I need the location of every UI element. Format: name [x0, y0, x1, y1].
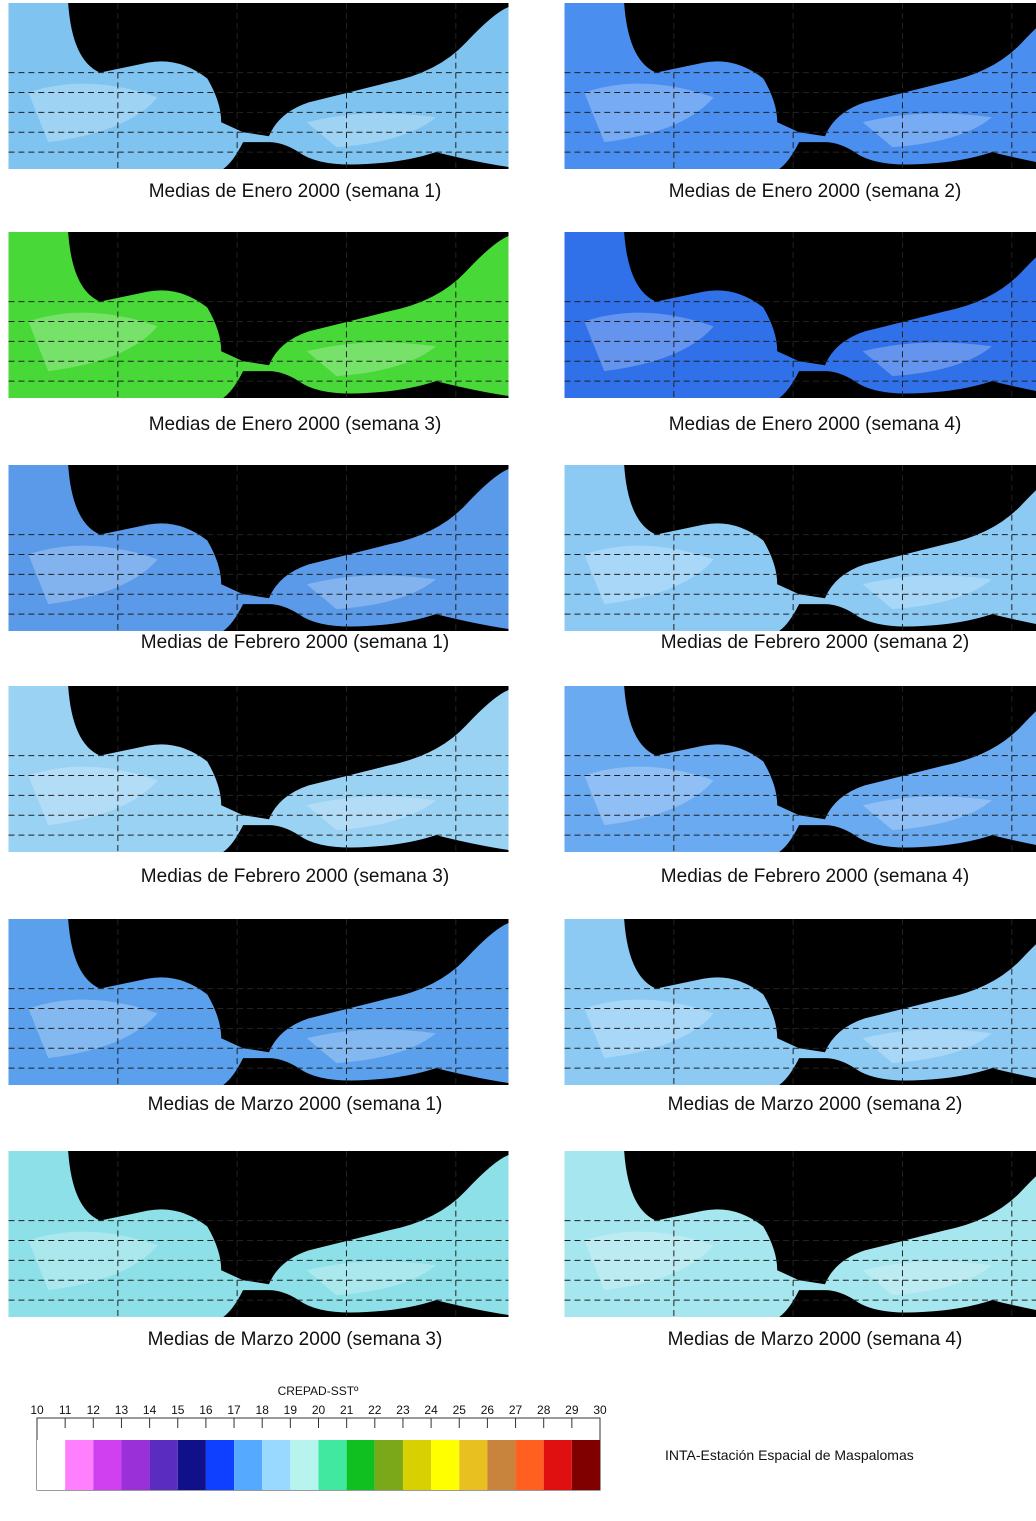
sst-map [565, 919, 1036, 1085]
legend-swatch [516, 1440, 544, 1490]
sst-map [9, 919, 509, 1085]
legend-swatch [544, 1440, 572, 1490]
sst-map [9, 1151, 509, 1317]
sst-map [9, 686, 509, 852]
map-caption: Medias de Marzo 2000 (semana 1) [148, 1094, 443, 1115]
legend-swatch [403, 1440, 431, 1490]
sst-map [565, 3, 1036, 169]
map-caption: Medias de Febrero 2000 (semana 3) [141, 866, 449, 887]
legend-tick-label: 16 [199, 1403, 213, 1417]
map-caption: Medias de Marzo 2000 (semana 2) [668, 1094, 963, 1115]
legend-swatch [487, 1440, 515, 1490]
map-caption: Medias de Enero 2000 (semana 2) [669, 181, 962, 202]
legend-tick-label: 24 [424, 1403, 438, 1417]
footer: INTA-Estación Espacial de Maspalomas [665, 1447, 914, 1463]
legend-tick-label: 27 [509, 1403, 523, 1417]
map-caption: Medias de Febrero 2000 (semana 1) [141, 632, 449, 653]
map-caption: Medias de Enero 2000 (semana 3) [149, 414, 442, 435]
legend-tick-label: 21 [340, 1403, 354, 1417]
legend-tick-label: 18 [256, 1403, 270, 1417]
map-caption: Medias de Enero 2000 (semana 4) [669, 414, 962, 435]
legend-tick-label: 12 [87, 1403, 101, 1417]
legend-tick-label: 17 [227, 1403, 241, 1417]
map-caption: Medias de Marzo 2000 (semana 4) [668, 1329, 963, 1350]
sst-map [565, 465, 1036, 631]
legend-tick-label: 28 [537, 1403, 551, 1417]
map-caption: Medias de Febrero 2000 (semana 4) [661, 866, 969, 887]
legend-tick-label: 26 [481, 1403, 495, 1417]
legend-swatch [178, 1440, 206, 1490]
legend-swatch [262, 1440, 290, 1490]
sst-map [565, 232, 1036, 398]
legend-tick-label: 13 [115, 1403, 129, 1417]
map-caption: Medias de Marzo 2000 (semana 3) [148, 1329, 443, 1350]
legend-swatch [65, 1440, 93, 1490]
legend-swatch [234, 1440, 262, 1490]
sst-map [9, 3, 509, 169]
legend-tick-label: 20 [312, 1403, 326, 1417]
legend-swatch [431, 1440, 459, 1490]
legend-tick-label: 15 [171, 1403, 185, 1417]
legend-tick-label: 19 [284, 1403, 298, 1417]
legend-tick-label: 22 [368, 1403, 382, 1417]
legend-swatch [206, 1440, 234, 1490]
page: Medias de Enero 2000 (semana 1) Medias de… [0, 0, 1036, 1521]
sst-map [9, 232, 509, 398]
legend-swatch [375, 1440, 403, 1490]
legend-tick-label: 29 [565, 1403, 579, 1417]
legend-swatch [37, 1440, 65, 1490]
map-caption: Medias de Enero 2000 (semana 1) [149, 181, 442, 202]
legend-tick-label: 23 [396, 1403, 410, 1417]
legend-title: CREPAD-SSTº [278, 1384, 359, 1398]
sst-map [565, 686, 1036, 852]
legend-tick-label: 11 [59, 1403, 72, 1417]
legend-tick-label: 25 [453, 1403, 467, 1417]
color-legend: CREPAD-SSTº 10 11 12 13 14 15 16 17 18 19 20 21 22 23… [30, 1384, 607, 1490]
legend-tick-label: 30 [593, 1403, 607, 1417]
legend-tick-label: 10 [30, 1403, 44, 1417]
legend-swatch [93, 1440, 121, 1490]
legend-swatch [121, 1440, 149, 1490]
legend-swatch [319, 1440, 347, 1490]
sst-map [565, 1151, 1036, 1317]
legend-tick-label: 14 [143, 1403, 157, 1417]
sst-map [9, 465, 509, 631]
map-caption: Medias de Febrero 2000 (semana 2) [661, 632, 969, 653]
legend-swatch [572, 1440, 600, 1490]
legend-swatch [459, 1440, 487, 1490]
legend-swatch [347, 1440, 375, 1490]
legend-swatch [290, 1440, 318, 1490]
legend-swatch [150, 1440, 178, 1490]
